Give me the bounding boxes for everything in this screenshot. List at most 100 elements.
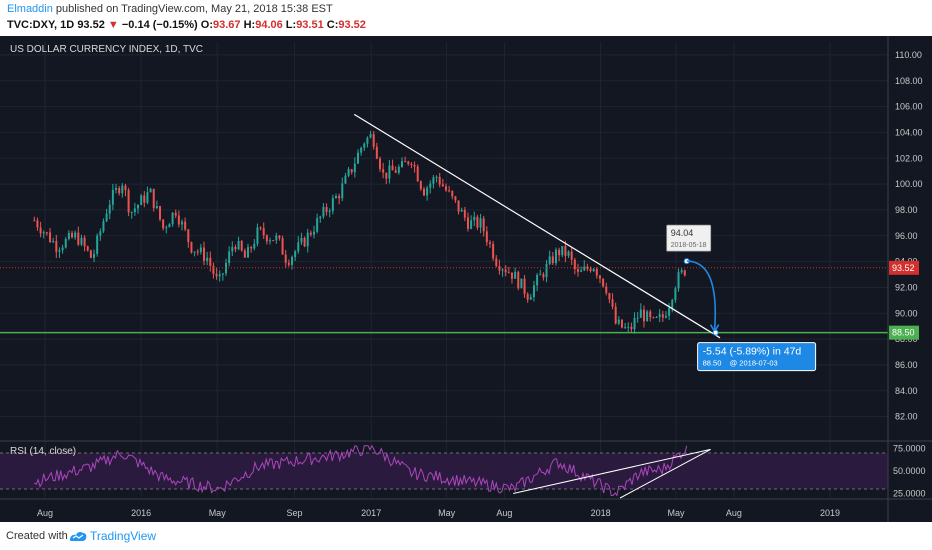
tradingview-logo-icon bbox=[68, 529, 88, 543]
candle-body bbox=[269, 240, 272, 242]
candle-body bbox=[583, 266, 586, 271]
candle-body bbox=[492, 243, 495, 259]
candle-body bbox=[124, 185, 127, 191]
candle-body bbox=[344, 175, 347, 184]
candle-body bbox=[338, 196, 341, 199]
candle-body bbox=[592, 268, 595, 272]
candle-body bbox=[146, 192, 149, 203]
candle-body bbox=[206, 257, 209, 261]
candle-body bbox=[426, 187, 429, 196]
x-tick-label: Sep bbox=[287, 508, 303, 518]
candle-body bbox=[42, 232, 45, 234]
candle-body bbox=[181, 221, 184, 225]
rsi-title: RSI (14, close) bbox=[10, 446, 76, 457]
candle-body bbox=[297, 242, 300, 252]
high-marker-date: 2018-05-18 bbox=[671, 242, 707, 249]
candle-body bbox=[152, 188, 155, 209]
x-tick-label: 2018 bbox=[591, 508, 611, 518]
candle-body bbox=[262, 228, 265, 236]
candle-body bbox=[278, 235, 281, 239]
candle-body bbox=[661, 314, 664, 318]
candle-body bbox=[567, 251, 570, 256]
candle-body bbox=[551, 256, 554, 264]
x-tick-label: Aug bbox=[496, 508, 512, 518]
candle-body bbox=[325, 206, 328, 212]
candle-body bbox=[664, 315, 667, 318]
chart-title: US DOLLAR CURRENCY INDEX, 1D, TVC bbox=[10, 44, 203, 55]
chart-background bbox=[0, 36, 932, 522]
candle-series bbox=[33, 130, 686, 334]
candle-body bbox=[347, 169, 350, 176]
low-label: L: bbox=[285, 19, 297, 31]
candle-body bbox=[36, 220, 39, 228]
candle-body bbox=[375, 146, 378, 159]
candle-body bbox=[520, 278, 523, 289]
candle-body bbox=[633, 318, 636, 330]
y-tick-label: 108.00 bbox=[895, 76, 923, 86]
candle-body bbox=[646, 311, 649, 322]
candle-body bbox=[510, 272, 513, 279]
candle-body bbox=[614, 306, 617, 324]
y-tick-label: 86.00 bbox=[895, 360, 918, 370]
candle-body bbox=[639, 309, 642, 318]
measure-target-price: 88.50 bbox=[703, 359, 722, 368]
candle-body bbox=[253, 243, 256, 249]
candle-body bbox=[184, 221, 187, 230]
candle-body bbox=[130, 212, 133, 214]
candle-body bbox=[683, 270, 686, 276]
close-label: C: bbox=[326, 19, 339, 31]
candle-body bbox=[636, 317, 639, 319]
candle-body bbox=[598, 275, 601, 279]
candle-body bbox=[507, 272, 510, 274]
candle-body bbox=[624, 327, 627, 329]
candle-body bbox=[674, 288, 677, 301]
candle-body bbox=[517, 271, 520, 289]
candle-body bbox=[504, 269, 507, 273]
candle-body bbox=[435, 176, 438, 178]
candle-body bbox=[429, 183, 432, 188]
rsi-tick-label: 25.0000 bbox=[893, 489, 926, 499]
open-label: O: bbox=[200, 19, 213, 31]
candle-body bbox=[649, 311, 652, 318]
candle-body bbox=[96, 235, 99, 254]
rsi-line bbox=[34, 444, 688, 497]
measure-arc bbox=[686, 260, 717, 330]
chart-panel[interactable]: US DOLLAR CURRENCY INDEX, 1D, TVC 94.04 2… bbox=[0, 36, 932, 522]
candle-body bbox=[422, 188, 425, 196]
candle-body bbox=[473, 216, 476, 221]
candle-body bbox=[463, 209, 466, 218]
candle-body bbox=[416, 166, 419, 182]
candle-body bbox=[419, 181, 422, 189]
candle-body bbox=[309, 232, 312, 235]
candle-body bbox=[356, 152, 359, 164]
candle-body bbox=[523, 278, 526, 294]
x-tick-label: May bbox=[438, 508, 456, 518]
candle-body bbox=[322, 206, 325, 217]
candle-body bbox=[532, 285, 535, 298]
candle-body bbox=[281, 238, 284, 255]
candle-body bbox=[350, 169, 353, 173]
candle-body bbox=[33, 220, 36, 222]
candle-body bbox=[250, 247, 253, 249]
quote-line: TVC:DXY, 1D 93.52 ▼ −0.14 (−0.15%) O:93.… bbox=[7, 19, 366, 31]
symbol-label: TVC:DXY, 1D bbox=[7, 19, 75, 31]
high-marker-box bbox=[666, 224, 712, 252]
candle-body bbox=[548, 256, 551, 264]
candle-body bbox=[149, 188, 152, 193]
candle-body bbox=[642, 309, 645, 322]
candle-body bbox=[485, 231, 488, 243]
tradingview-brand[interactable]: TradingView bbox=[90, 529, 157, 543]
candle-body bbox=[256, 227, 259, 244]
candle-body bbox=[105, 213, 108, 222]
candle-body bbox=[605, 286, 608, 294]
candle-body bbox=[658, 314, 661, 317]
author-link[interactable]: Elmaddin bbox=[7, 3, 53, 15]
rsi-trendline-lower bbox=[513, 448, 711, 494]
candle-body bbox=[441, 184, 444, 187]
price-chart[interactable]: US DOLLAR CURRENCY INDEX, 1D, TVC 94.04 2… bbox=[0, 36, 932, 522]
candle-body bbox=[127, 190, 130, 213]
candle-body bbox=[586, 266, 589, 269]
candle-body bbox=[580, 270, 583, 272]
candle-body bbox=[133, 208, 136, 213]
candle-body bbox=[366, 137, 369, 144]
